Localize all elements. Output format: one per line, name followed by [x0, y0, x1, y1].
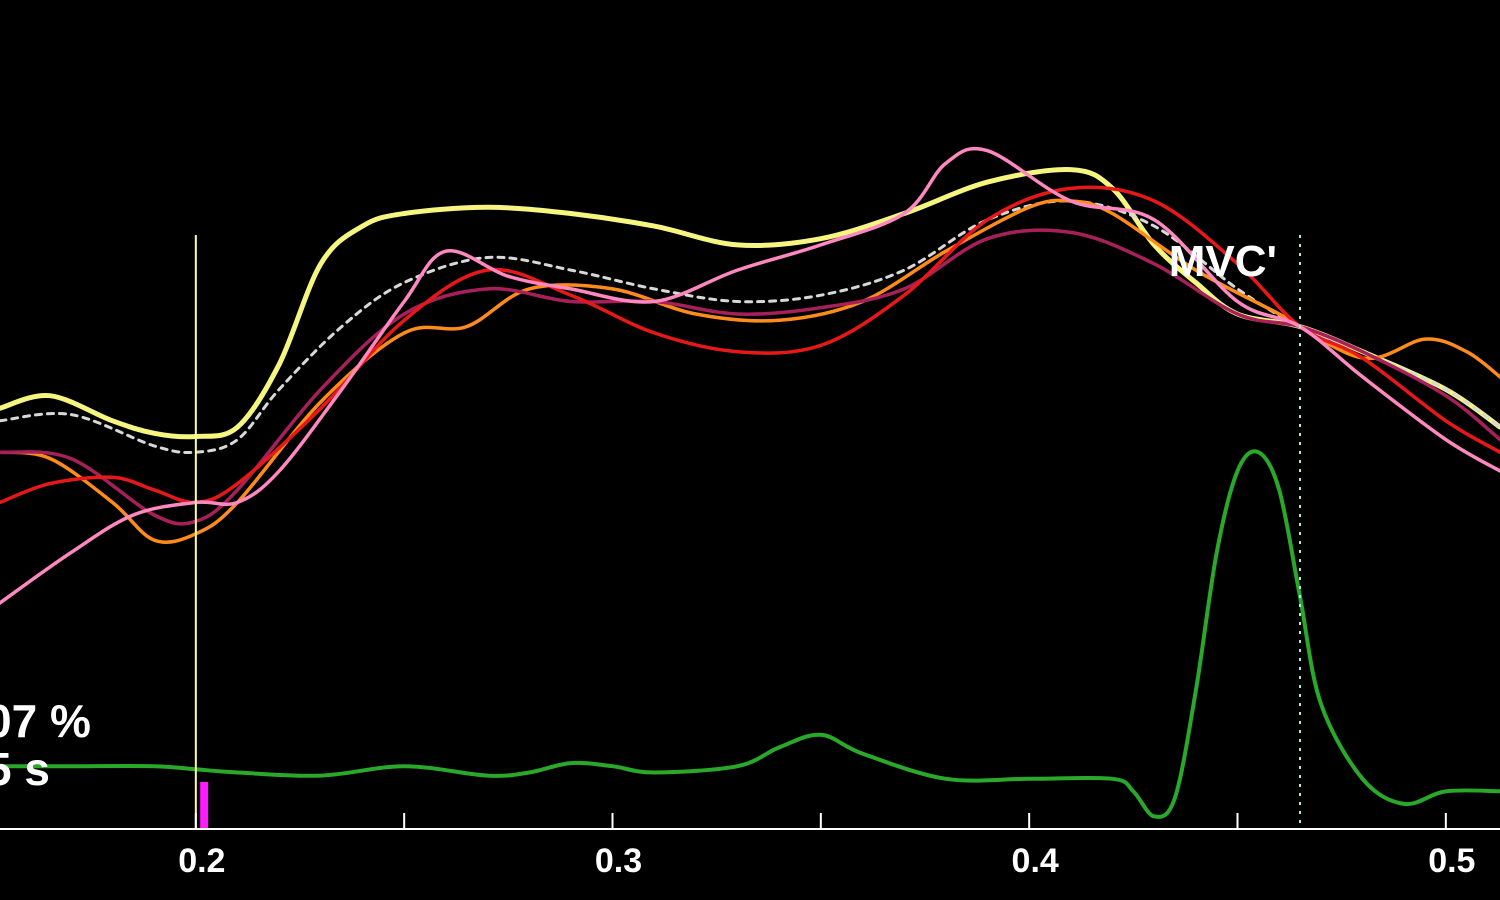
x-tick-label: 0.5 [1428, 842, 1475, 880]
series-line-6 [0, 146, 1500, 605]
series-line-5 [0, 185, 1500, 505]
series-line-7 [0, 449, 1500, 819]
event-marker[interactable] [200, 782, 209, 828]
x-tick-label: 0.2 [178, 842, 225, 880]
readout-line-2: 5 s [0, 743, 50, 795]
series-line-4 [0, 228, 1500, 526]
mvc-marker-label: MVC' [1169, 237, 1277, 286]
series-layer [0, 146, 1500, 819]
x-tick-label: 0.4 [1012, 842, 1059, 880]
x-tick-label: 0.3 [595, 842, 642, 880]
readout-line-1: 07 % [0, 695, 91, 747]
x-axis-ticks: 0.2 0.3 0.4 0.5 [178, 813, 1475, 880]
series-line-3 [0, 198, 1500, 544]
marker-layer [194, 235, 1301, 829]
